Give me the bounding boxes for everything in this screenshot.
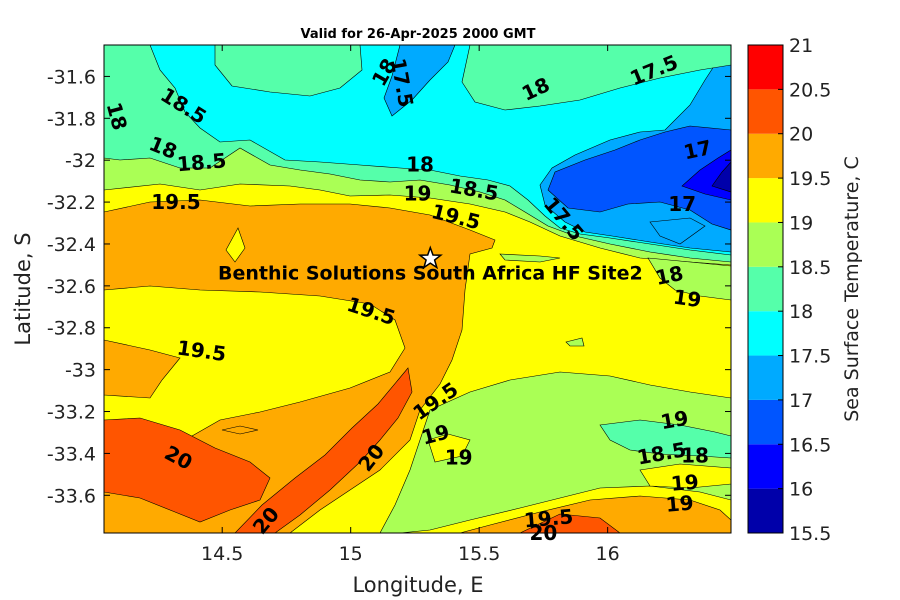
y-tick-label: -31.8 [47,108,96,130]
y-axis: -31.6 -31.8 -32 -32.2 -32.4 -32.6 -32.8 -33 -33.… [47,66,731,507]
contour-label: 19.5 [523,504,574,532]
x-axis-label: Longitude, E [352,573,483,597]
colorbar-block [748,266,783,312]
sst-region-18-5-fleck [565,337,585,347]
colorbar-block [748,89,783,134]
sst-region-18-north [461,45,731,111]
y-tick-label: -32.2 [47,192,96,214]
colorbar-tick-label: 18 [789,301,813,323]
colorbar-block [748,399,783,445]
contour-label: 19 [659,406,691,434]
contour-label: 19 [672,285,703,313]
x-tick-label: 16 [596,543,620,565]
colorbar-tick-label: 17.5 [789,346,831,368]
y-tick-label: -31.6 [47,66,96,88]
sst-region-20-se [519,513,621,533]
contour-label: 18 [406,152,434,176]
colorbar-block [748,311,783,356]
y-tick-label: -32 [65,150,96,172]
sst-region-18-5-east [647,257,731,301]
contour-label: 19 [670,470,700,496]
colorbar-blocks [747,44,784,534]
contour-label: 17 [681,135,713,164]
sst-region-18-se [599,419,731,459]
contour-label: 19 [665,491,695,517]
y-axis-label: Latitude, S [11,232,35,345]
colorbar-tick-label: 16.5 [789,434,831,456]
colorbar-tick-label: 18.5 [789,257,831,279]
sst-region-19-island [225,227,246,263]
colorbar-tick-label: 17 [789,390,813,412]
colorbar-block [748,355,783,400]
sst-region-17 [383,45,456,117]
x-tick-label: 14.5 [201,543,243,565]
y-tick-label: -33 [65,360,96,382]
contour-label: 19 [445,446,473,470]
colorbar-block [748,488,783,533]
sst-region-18-5-band [499,253,561,263]
colorbar-label: Sea Surface Temperature, C [841,156,863,422]
sst-region-17-hole [649,217,706,245]
contour-fill [104,45,731,533]
contour-label: 19.5 [151,190,200,214]
sst-region-16-5 [547,125,731,231]
colorbar-frame [747,44,784,534]
y-tick-label: -33.2 [47,402,96,424]
colorbar-tick-label: 19.5 [789,168,831,190]
y-tick-label: -33.4 [47,443,96,465]
site-star-icon [417,245,443,270]
plot-frame [103,44,732,534]
colorbar-block [748,222,783,267]
contour-label: 17 [668,192,696,216]
sst-region-20-west [104,417,271,523]
contour-label: 18 [681,444,709,468]
sst-region-19-5-fleck [221,425,259,435]
colorbar-block [748,444,783,489]
x-tick-label: 15.5 [458,543,500,565]
sst-region-20-tongue [234,367,413,533]
sst-region-19-south-patch [427,433,471,463]
colorbar-tick-label: 20 [789,124,813,146]
y-tick-label: -32.4 [47,234,96,256]
colorbar-tick-label: 16 [789,479,813,501]
colorbar-block [748,178,783,223]
contour-label: 19 [404,182,432,206]
site-label: Benthic Solutions South Africa HF Site2 [218,263,643,285]
colorbar-tick-label: 21 [789,35,813,57]
sst-region-19-5-se [459,495,731,533]
y-tick-label: -32.6 [47,276,96,298]
colorbar-tick-label: 20.5 [789,79,831,101]
contour-label: 20 [529,521,557,545]
colorbar: 15.5 16 16.5 17 17.5 18 18.5 19 19.5 20 20.5 21 Sea… [747,35,863,545]
site-marker: Benthic Solutions South Africa HF Site2 [218,245,643,285]
sst-region-19-5-west [104,339,181,399]
sst-region-15-5 [711,161,731,193]
colorbar-tick-label: 15.5 [789,523,831,545]
sst-region-17-5-nw [214,45,363,97]
y-tick-label: -33.6 [47,485,96,507]
colorbar-block [748,45,783,90]
x-axis: 14.5 15 15.5 16 [201,45,620,565]
y-tick-label: -32.8 [47,318,96,340]
x-tick-label: 15 [339,543,363,565]
sst-region-19-east-patch [639,463,731,489]
contour-label: 18 [653,261,685,290]
sst-region-18-5-south [379,371,731,533]
colorbar-block [748,133,783,179]
colorbar-tick-label: 19 [789,212,813,234]
colorbar-ticks: 15.5 16 16.5 17 17.5 18 18.5 19 19.5 20 20.5 21 [778,35,831,545]
contour-label: 18.5 [176,148,227,176]
chart-title: Valid for 26-Apr-2025 2000 GMT [301,27,536,42]
